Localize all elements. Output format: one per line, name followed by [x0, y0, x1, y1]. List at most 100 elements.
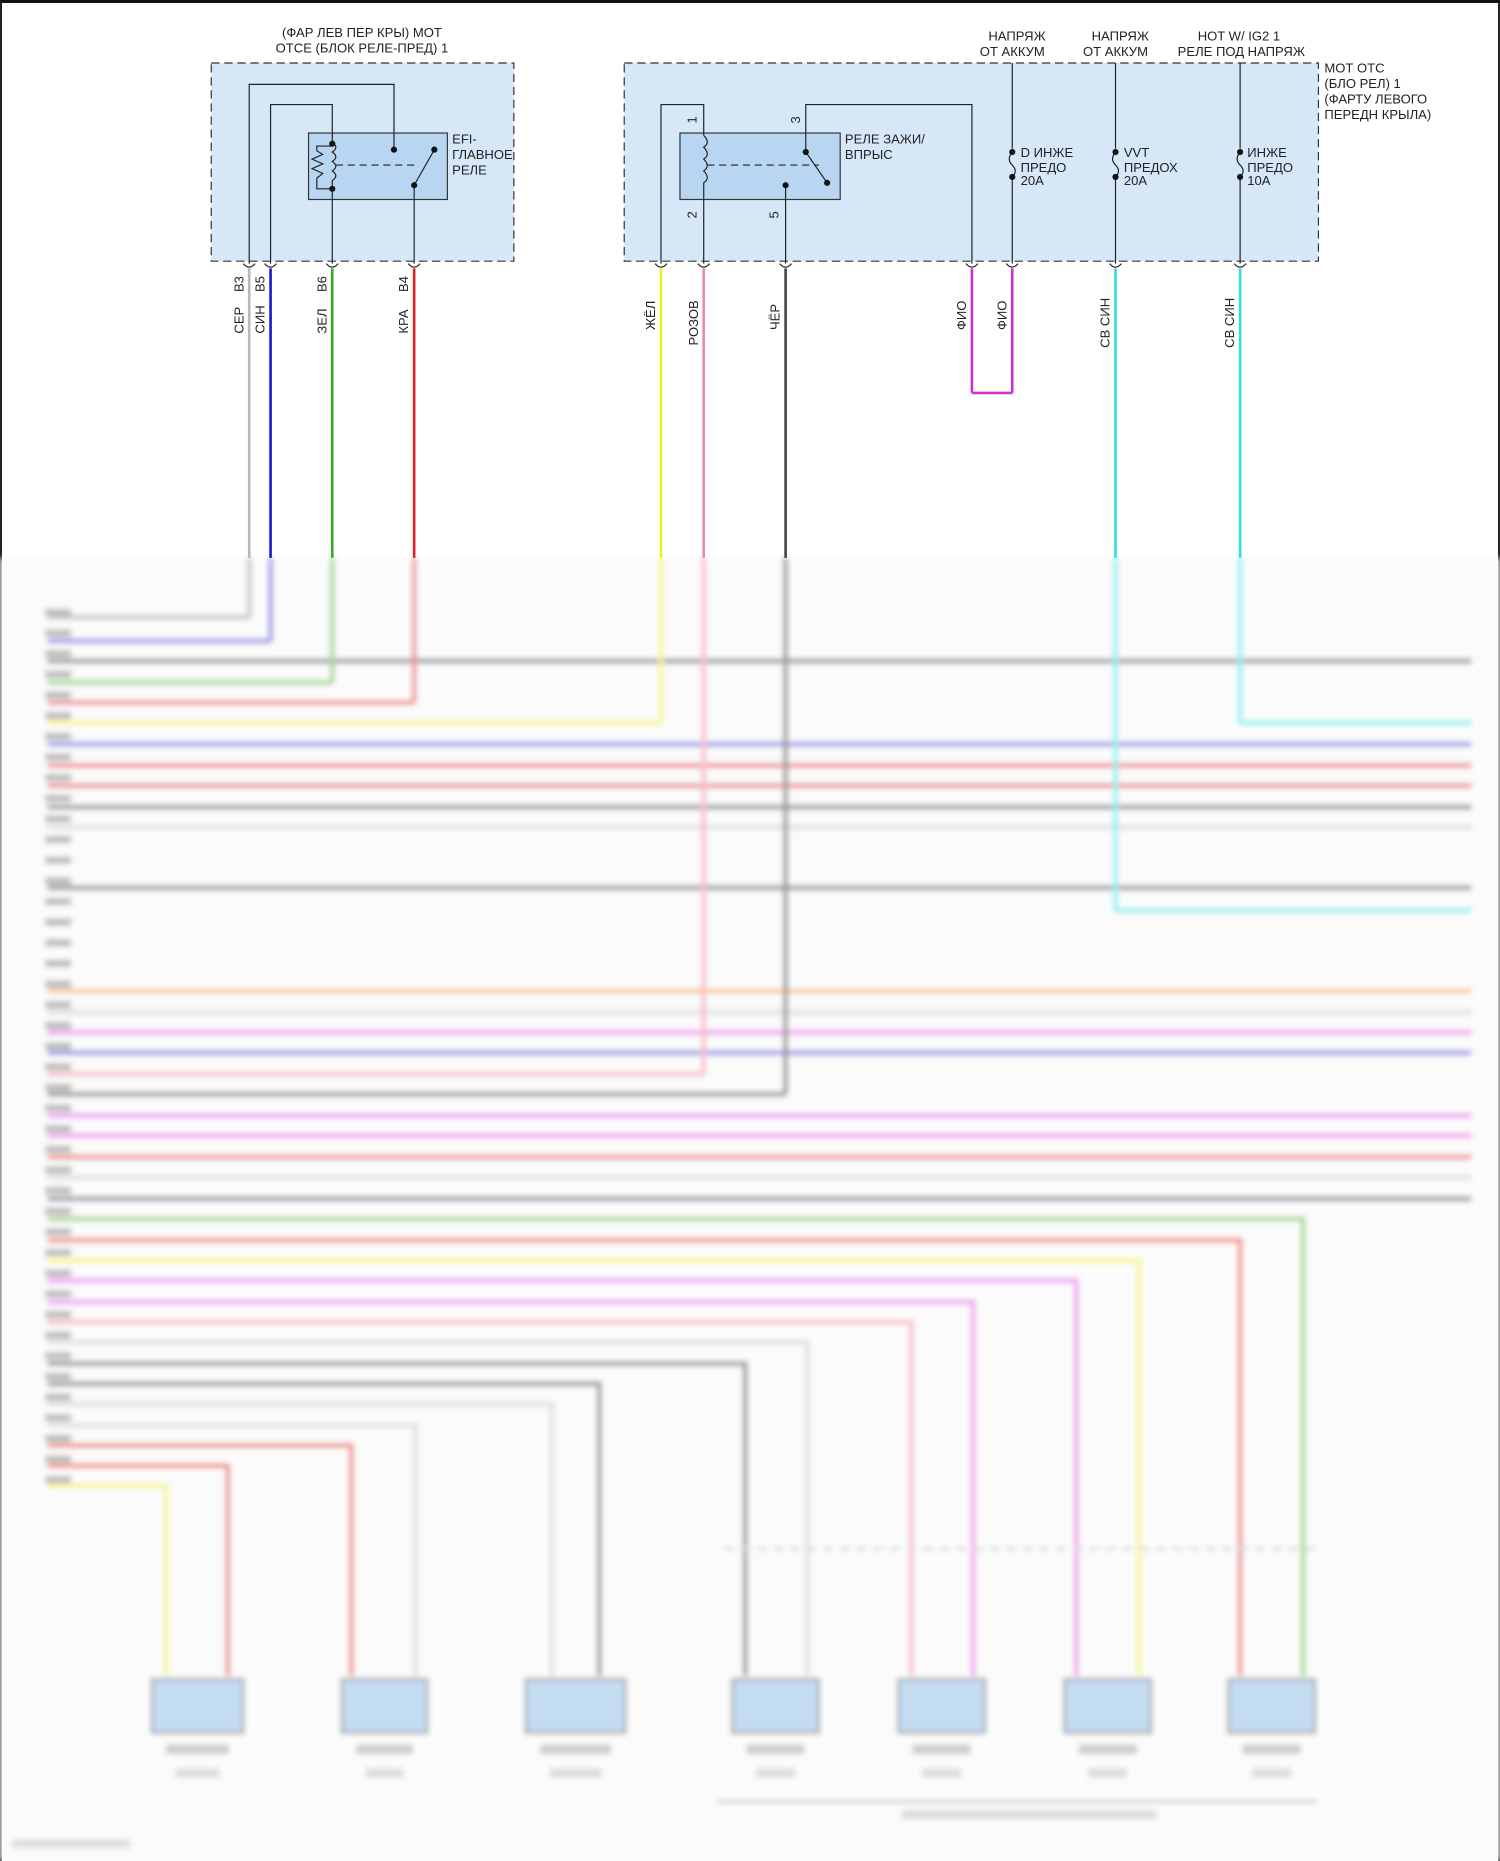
wire-color-label: ЧЁР — [768, 304, 783, 330]
supply-label: ОТ АККУМ — [1083, 44, 1148, 59]
blurred-wire-tag — [45, 1187, 72, 1195]
left-relay-block: (ФАР ЛЕВ ПЕР КРЫ) МОТ ОТСЕ (БЛОК РЕЛЕ-ПР… — [210, 25, 515, 264]
blurred-wire-tag — [45, 1352, 72, 1360]
harness-branch-wire — [47, 1216, 1306, 1676]
harness-branch-wire — [47, 1278, 1079, 1676]
efi-relay-label-3: РЕЛЕ — [452, 163, 487, 178]
harness-branch-wire — [47, 1483, 169, 1676]
wire-color-label: СВ СИН — [1222, 298, 1237, 348]
component-label-blur — [1242, 1744, 1301, 1755]
connector-pin-icon — [1233, 263, 1247, 268]
connector-pin-icon — [1109, 263, 1122, 268]
wire-color-label: ФИО — [954, 301, 969, 330]
blurred-wire-tag — [45, 959, 72, 968]
supply-label: НАПРЯЖ — [1092, 28, 1149, 43]
wire-color-label: ЗЕЛ — [314, 308, 329, 333]
connector-pin-icon — [965, 263, 979, 268]
pin-label: B5 — [253, 276, 268, 292]
component-label-blur — [356, 1744, 413, 1755]
relay-pin-numbers: 1 2 3 5 — [685, 116, 803, 218]
connector-pin-icon — [264, 263, 277, 268]
blurred-wire-tag — [45, 1455, 72, 1463]
blurred-wire-tag — [45, 836, 72, 844]
harness-branch-wire — [47, 1463, 231, 1676]
right-block-title-3: (ФАРТУ ЛЕВОГО — [1324, 91, 1427, 106]
fuse-label: VVT — [1124, 145, 1149, 160]
relay-pin-5: 5 — [766, 211, 781, 218]
blurred-wire-tag — [45, 1042, 72, 1050]
blurred-wire-tag — [45, 1063, 72, 1071]
blurred-wire-tag — [45, 815, 72, 823]
supply-label: НАПРЯЖ — [988, 28, 1045, 43]
component-connector — [524, 1678, 627, 1734]
supply-label: РЕЛЕ ПОД НАПРЯЖ — [1178, 44, 1305, 59]
blurred-wire-tag — [45, 1249, 72, 1257]
wire-color-label: ЖЁЛ — [643, 301, 658, 330]
component-label-blur — [166, 1744, 230, 1755]
harness-branch-wire — [47, 1237, 1243, 1676]
component-connector — [897, 1678, 987, 1734]
blurred-wire-tag — [45, 1125, 72, 1133]
left-block-title-1: (ФАР ЛЕВ ПЕР КРЫ) МОТ — [282, 25, 442, 40]
relay-pin-3: 3 — [788, 116, 803, 123]
blurred-harness-section — [0, 557, 1500, 1861]
component-label-blur — [549, 1768, 602, 1778]
fuse-vvt: VVT ПРЕДОХ 20A — [1109, 145, 1178, 188]
connector-pin-icon — [654, 263, 668, 268]
component-label-blur — [1078, 1744, 1137, 1755]
wire-color-label: РОЗОВ — [686, 300, 701, 345]
connector-pin-icon — [779, 263, 792, 268]
harness-branch-wire — [47, 1319, 914, 1676]
blurred-wire-tag — [45, 670, 72, 678]
blurred-background — [0, 557, 1500, 1861]
component-label-blur — [755, 1768, 796, 1778]
connector-pin-icon — [325, 263, 339, 268]
blurred-wire-tag — [45, 794, 72, 802]
harness-branch-wire — [47, 1339, 810, 1676]
connector-pin-icon — [242, 263, 256, 268]
component-connector — [340, 1678, 429, 1734]
blurred-wire-tag — [45, 980, 72, 988]
connector-pin-icon — [407, 263, 421, 268]
harness-branch-wire — [47, 1361, 748, 1676]
component-connector — [1227, 1678, 1317, 1734]
supply-label: ОТ АККУМ — [980, 44, 1045, 59]
component-label-blur — [912, 1744, 971, 1755]
blurred-wire-tag — [45, 856, 72, 864]
component-label-blur — [922, 1768, 962, 1778]
ignition-relay-label-1: РЕЛЕ ЗАЖИ/ — [845, 132, 925, 147]
blurred-wire-tag — [45, 774, 72, 782]
ignition-relay-label-2: ВПРЫС — [845, 147, 893, 162]
component-connector — [1063, 1678, 1153, 1734]
relay-coil-icon — [310, 142, 435, 190]
harness-branch-wire — [47, 1401, 555, 1676]
blurred-wire-tag — [45, 1310, 72, 1319]
blurred-wire-tag — [45, 1331, 72, 1339]
fuse-rating: 20A — [1021, 173, 1045, 188]
wire-color-label: СИН — [253, 305, 268, 333]
fuse-label: ИНЖЕ — [1247, 145, 1287, 160]
blurred-wire-tag — [45, 1145, 72, 1153]
relay-pin-1: 1 — [685, 116, 700, 123]
blurred-wire-tag — [45, 1290, 72, 1298]
blurred-wire-tag — [45, 629, 72, 637]
fuse-rating: 10A — [1247, 173, 1271, 188]
efi-relay-label-2: ГЛАВНОЕ — [452, 147, 513, 162]
blurred-wire-tag — [45, 608, 72, 617]
fuse-inje: ИНЖЕ ПРЕДО 10A — [1234, 145, 1293, 188]
blurred-wire-tag — [45, 1021, 72, 1029]
efi-relay-label-1: EFI- — [452, 132, 477, 147]
harness-branch-wire — [47, 1258, 1142, 1676]
supply-labels: НАПРЯЖ ОТ АККУМ НАПРЯЖ ОТ АККУМ HOT W/ I… — [980, 28, 1305, 58]
connector-pin-icon — [1005, 263, 1019, 268]
right-block-title-1: МОТ ОТС — [1324, 61, 1384, 76]
blurred-wire-tag — [45, 1414, 72, 1422]
right-block-title-4: ПЕРЕДН КРЫЛА) — [1324, 107, 1431, 122]
fuse-label: D ИНЖЕ — [1021, 145, 1074, 160]
pin-label: B6 — [314, 276, 329, 292]
component-label-blur — [365, 1768, 404, 1778]
blurred-wire-tag — [45, 650, 72, 658]
wire-color-label: СВ СИН — [1098, 298, 1113, 348]
fuse-label: ПРЕДО — [1021, 160, 1067, 175]
harness-branch-wire — [47, 1422, 418, 1676]
